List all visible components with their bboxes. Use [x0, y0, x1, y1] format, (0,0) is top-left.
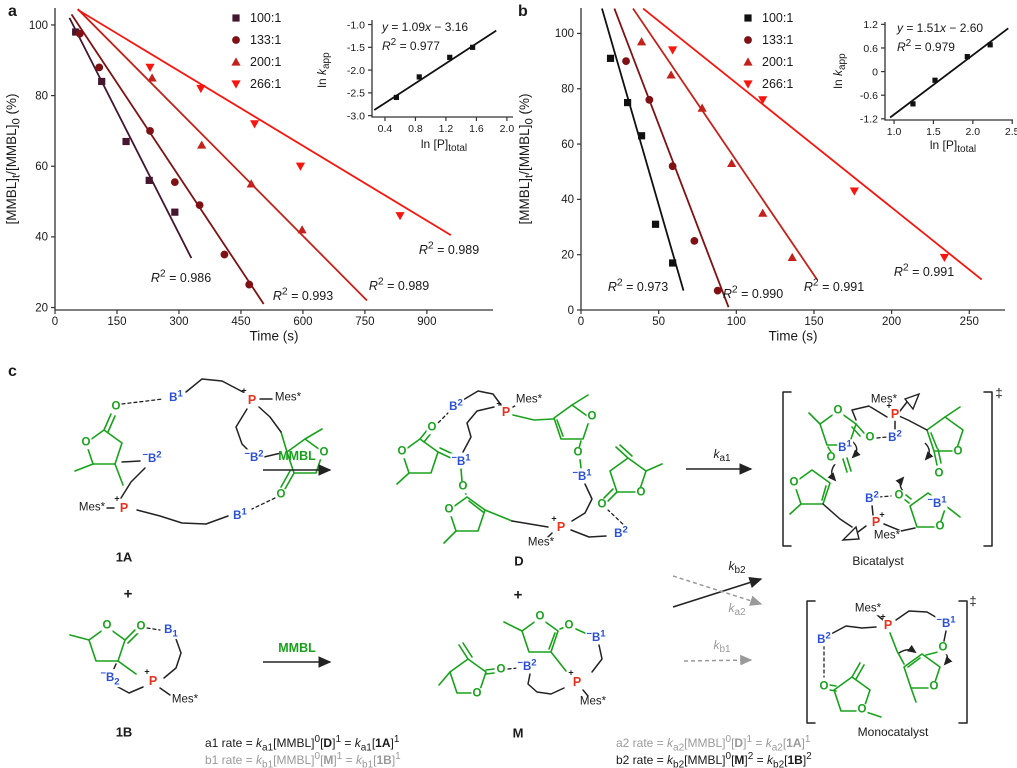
tick-label: 250	[960, 316, 979, 328]
tick-label: 1.0	[887, 126, 902, 138]
legend-label: 200:1	[250, 55, 281, 69]
tick-label: -3.0	[347, 110, 365, 122]
tick-label: -1.0	[347, 19, 365, 31]
chart-a: 0 150 300 450 600 750 900 20 40 60 80 100 100:1 133:1…	[29, 8, 493, 328]
tick-label: 300	[169, 316, 188, 328]
series-266:1	[145, 63, 405, 221]
structure-bicatalyst	[782, 391, 993, 547]
series-fit	[910, 42, 993, 107]
fit-line-200:1	[632, 8, 818, 281]
structure-1B	[69, 626, 182, 696]
chart-b: 0 50 100 150 200 250 0 20 40 60 80 100 100:1 133:1 200…	[555, 7, 1005, 328]
legend-label: 100:1	[250, 11, 281, 25]
structure-M	[438, 617, 603, 697]
structure-D	[396, 390, 663, 544]
tick-label: 80	[35, 90, 48, 102]
series-200:1	[147, 73, 307, 234]
tick-label: 50	[652, 316, 665, 328]
structure-1A	[74, 378, 324, 525]
series-100:1	[606, 54, 677, 267]
series-100:1	[72, 28, 179, 216]
chart-a_inset: 0.4 0.8 1.2 1.6 2.0 -1.0 -1.5 -2.0 -2.5 -3.0	[347, 19, 514, 135]
tick-label: 100	[727, 316, 746, 328]
tick-label: 60	[561, 139, 574, 151]
tick-label: 2.5	[1005, 126, 1017, 138]
fit-line-200:1	[77, 8, 368, 302]
tick-label: 1.5	[926, 126, 941, 138]
tick-label: 100	[555, 28, 574, 40]
legend-label: 133:1	[762, 33, 793, 47]
legend-label: 200:1	[762, 55, 793, 69]
tick-label: 20	[35, 302, 48, 314]
fit-line-133:1	[613, 8, 730, 308]
tick-label: 20	[561, 249, 574, 261]
series-200:1	[636, 37, 797, 262]
series-266:1	[668, 46, 950, 263]
tick-label: 0	[568, 305, 574, 317]
tick-label: -1.5	[347, 42, 365, 54]
tick-label: -2.5	[347, 88, 365, 100]
tick-label: 0.6	[863, 43, 878, 55]
tick-label: 2.0	[966, 126, 981, 138]
fit-line-100:1	[601, 8, 685, 291]
tick-label: -2.0	[347, 65, 365, 77]
legend-label: 133:1	[250, 33, 281, 47]
series-133:1	[75, 29, 254, 289]
tick-label: -0.6	[860, 90, 878, 102]
tick-label: 60	[35, 161, 48, 173]
series-133:1	[622, 57, 722, 295]
tick-label: 200	[882, 316, 901, 328]
tick-label: 1.6	[469, 123, 484, 135]
tick-label: 150	[107, 316, 126, 328]
fit-line-133:1	[70, 13, 265, 305]
legend-label: 266:1	[762, 77, 793, 91]
tick-label: 0	[578, 316, 584, 328]
tick-label: 100	[29, 20, 48, 32]
tick-label: 0.4	[378, 123, 393, 135]
tick-label: 0.8	[408, 123, 423, 135]
chart-b_inset: 1.0 1.5 2.0 2.5 1.2 0.6 0 -0.6 -1.2	[860, 19, 1017, 138]
tick-label: 150	[804, 316, 823, 328]
tick-label: 40	[561, 194, 574, 206]
tick-label: 0	[872, 66, 878, 78]
fit-line-266:1	[642, 7, 983, 281]
tick-label: 0	[52, 316, 58, 328]
legend-label: 100:1	[762, 11, 793, 25]
series-fit	[393, 44, 476, 101]
fit-line-266:1	[77, 8, 452, 236]
tick-label: 80	[561, 84, 574, 96]
tick-label: 1.2	[439, 123, 454, 135]
tick-label: 600	[293, 316, 312, 328]
tick-label: -1.2	[860, 114, 878, 126]
tick-label: 900	[417, 316, 436, 328]
tick-label: 1.2	[863, 19, 878, 31]
fit-line-100:1	[68, 17, 193, 259]
structure-monocatalyst	[806, 600, 968, 724]
tick-label: 450	[231, 316, 250, 328]
tick-label: 750	[355, 316, 374, 328]
tick-label: 2.0	[500, 123, 515, 135]
legend-label: 266:1	[250, 77, 281, 91]
tick-label: 40	[35, 232, 48, 244]
reaction-arrows	[263, 463, 763, 668]
